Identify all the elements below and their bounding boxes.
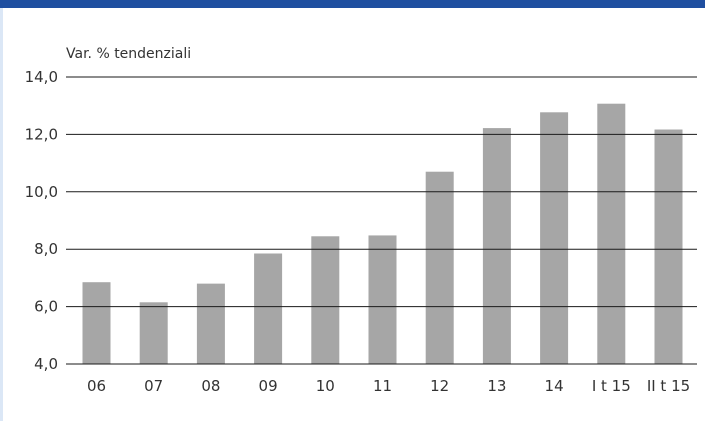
bar bbox=[482, 128, 511, 364]
bar bbox=[82, 282, 111, 364]
bars bbox=[82, 103, 683, 365]
bar bbox=[139, 302, 168, 364]
header-band bbox=[0, 0, 705, 8]
frame-border bbox=[0, 8, 3, 421]
y-tick-label: 8,0 bbox=[34, 240, 58, 258]
x-tick-labels: 06 07 08 09 10 11 12 13 14 I t 15 II t 15 bbox=[87, 377, 690, 395]
x-tick-label: 07 bbox=[144, 377, 163, 395]
x-tick-label: 06 bbox=[87, 377, 106, 395]
y-tick-labels: 4,0 6,0 8,0 10,0 12,0 14,0 bbox=[25, 68, 58, 373]
x-tick-label: 08 bbox=[201, 377, 220, 395]
y-axis-label: Var. % tendenziali bbox=[66, 46, 191, 62]
x-tick-label: II t 15 bbox=[647, 377, 690, 395]
x-tick-label: 11 bbox=[373, 377, 392, 395]
bar bbox=[196, 283, 225, 364]
bar bbox=[254, 253, 283, 364]
x-tick-label: 10 bbox=[316, 377, 335, 395]
y-tick-label: 12,0 bbox=[25, 125, 58, 143]
y-tick-label: 4,0 bbox=[34, 355, 58, 373]
y-tick-label: 6,0 bbox=[34, 298, 58, 316]
bar bbox=[425, 171, 454, 364]
gridlines bbox=[66, 76, 697, 365]
x-tick-label: 13 bbox=[487, 377, 506, 395]
bar bbox=[597, 103, 626, 364]
bar bbox=[654, 129, 683, 364]
y-tick-label: 10,0 bbox=[25, 183, 58, 201]
x-tick-label: 14 bbox=[545, 377, 564, 395]
bar bbox=[368, 235, 397, 364]
bar bbox=[540, 112, 569, 365]
x-tick-label: I t 15 bbox=[592, 377, 631, 395]
y-tick-label: 14,0 bbox=[25, 68, 58, 86]
x-tick-label: 12 bbox=[430, 377, 449, 395]
x-tick-label: 09 bbox=[259, 377, 278, 395]
bar bbox=[311, 236, 340, 364]
